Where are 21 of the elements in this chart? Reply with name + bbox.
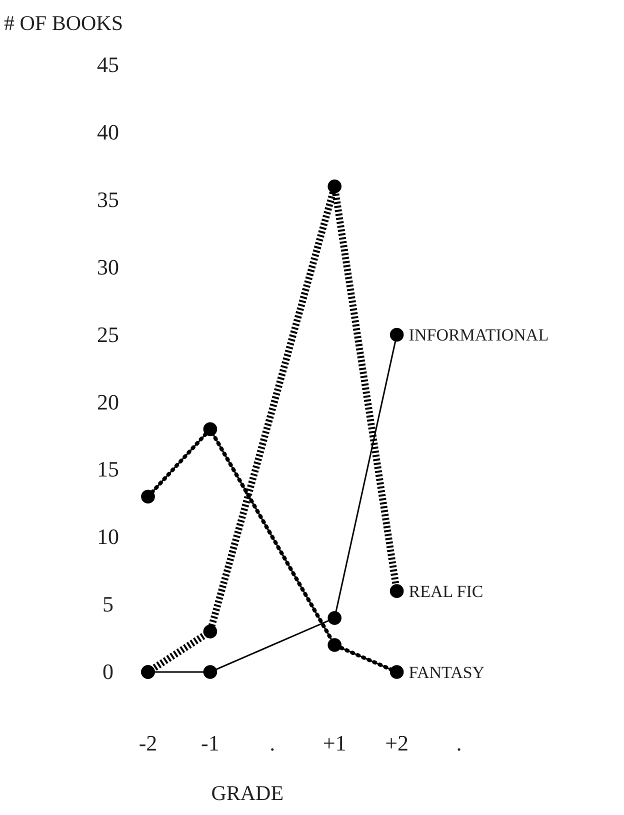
x-tick-label: . xyxy=(456,730,462,756)
y-tick-label: 20 xyxy=(97,389,119,414)
y-axis-title: # OF BOOKS xyxy=(4,11,124,35)
x-tick-label: . xyxy=(270,730,276,756)
series-label: INFORMATIONAL xyxy=(408,326,549,345)
y-tick-label: 0 xyxy=(102,659,114,684)
y-tick-label: 35 xyxy=(97,186,119,212)
y-tick-label: 5 xyxy=(102,592,114,617)
y-tick-label: 15 xyxy=(97,456,119,482)
y-tick-label: 30 xyxy=(97,254,119,280)
y-tick-label: 10 xyxy=(97,524,119,550)
series-label: FANTASY xyxy=(408,662,485,682)
series-label: REAL FIC xyxy=(408,582,484,602)
x-tick-label: -2 xyxy=(138,730,158,756)
x-tick-label: -1 xyxy=(201,730,220,756)
y-tick-label: 45 xyxy=(97,52,119,78)
x-tick-label: +2 xyxy=(385,730,409,756)
x-tick-label: +1 xyxy=(322,730,346,756)
x-axis-title: GRADE xyxy=(211,781,284,805)
y-tick-label: 40 xyxy=(97,119,119,144)
y-tick-label: 25 xyxy=(97,322,119,347)
